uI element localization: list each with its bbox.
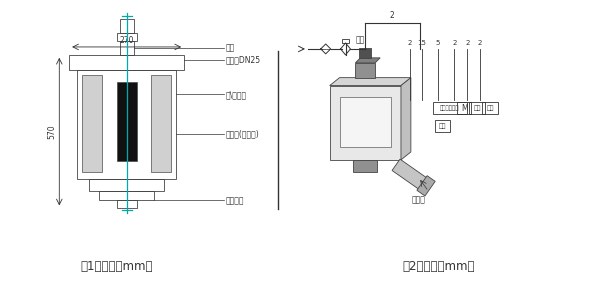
Polygon shape — [401, 78, 411, 160]
Text: 图1（单位：mm）: 图1（单位：mm） — [80, 260, 153, 273]
Polygon shape — [330, 78, 411, 86]
Text: 导线: 导线 — [226, 43, 235, 52]
Bar — [117, 82, 137, 161]
Text: 温度、电磁阀: 温度、电磁阀 — [440, 105, 460, 111]
Text: 2: 2 — [478, 40, 482, 46]
Text: 探测组件: 探测组件 — [226, 196, 244, 205]
Text: 270: 270 — [119, 36, 134, 45]
Bar — [89, 179, 164, 191]
Text: 出水管: 出水管 — [412, 195, 426, 204]
Bar — [99, 191, 154, 200]
Bar — [151, 75, 171, 172]
Bar — [77, 70, 176, 179]
Text: 通流: 通流 — [355, 35, 365, 44]
Polygon shape — [355, 58, 380, 63]
Text: 5: 5 — [436, 40, 440, 46]
Polygon shape — [417, 176, 435, 196]
Text: 2: 2 — [389, 11, 394, 20]
Bar — [120, 41, 134, 55]
Text: 2: 2 — [465, 40, 469, 46]
Text: 进水管DN25: 进水管DN25 — [226, 55, 261, 64]
Bar — [433, 103, 467, 114]
Bar — [355, 63, 375, 78]
Bar — [359, 48, 371, 58]
Text: 指挥: 指挥 — [439, 123, 446, 129]
Text: M: M — [461, 104, 467, 113]
Text: 2: 2 — [408, 40, 412, 46]
Bar — [342, 39, 349, 43]
Text: 570: 570 — [47, 124, 56, 139]
Bar — [340, 97, 391, 147]
Text: 2: 2 — [452, 40, 457, 46]
Bar — [353, 160, 377, 172]
Polygon shape — [392, 159, 433, 193]
Text: 射水嘴(隐蔽式): 射水嘴(隐蔽式) — [226, 130, 259, 139]
Bar — [117, 200, 137, 209]
Text: 上\下壳体: 上\下壳体 — [226, 90, 247, 99]
Bar — [82, 75, 102, 172]
Text: 报警: 报警 — [473, 105, 481, 111]
Bar — [469, 103, 485, 114]
Text: 图2（单位：mm）: 图2（单位：mm） — [402, 260, 475, 273]
Bar — [482, 103, 498, 114]
Bar — [434, 120, 450, 132]
Text: 15: 15 — [417, 40, 426, 46]
Bar — [69, 55, 184, 70]
Text: 自控: 自控 — [486, 105, 494, 111]
Bar — [457, 103, 471, 114]
Bar — [120, 19, 134, 33]
Bar — [330, 86, 401, 160]
Bar — [117, 33, 137, 41]
